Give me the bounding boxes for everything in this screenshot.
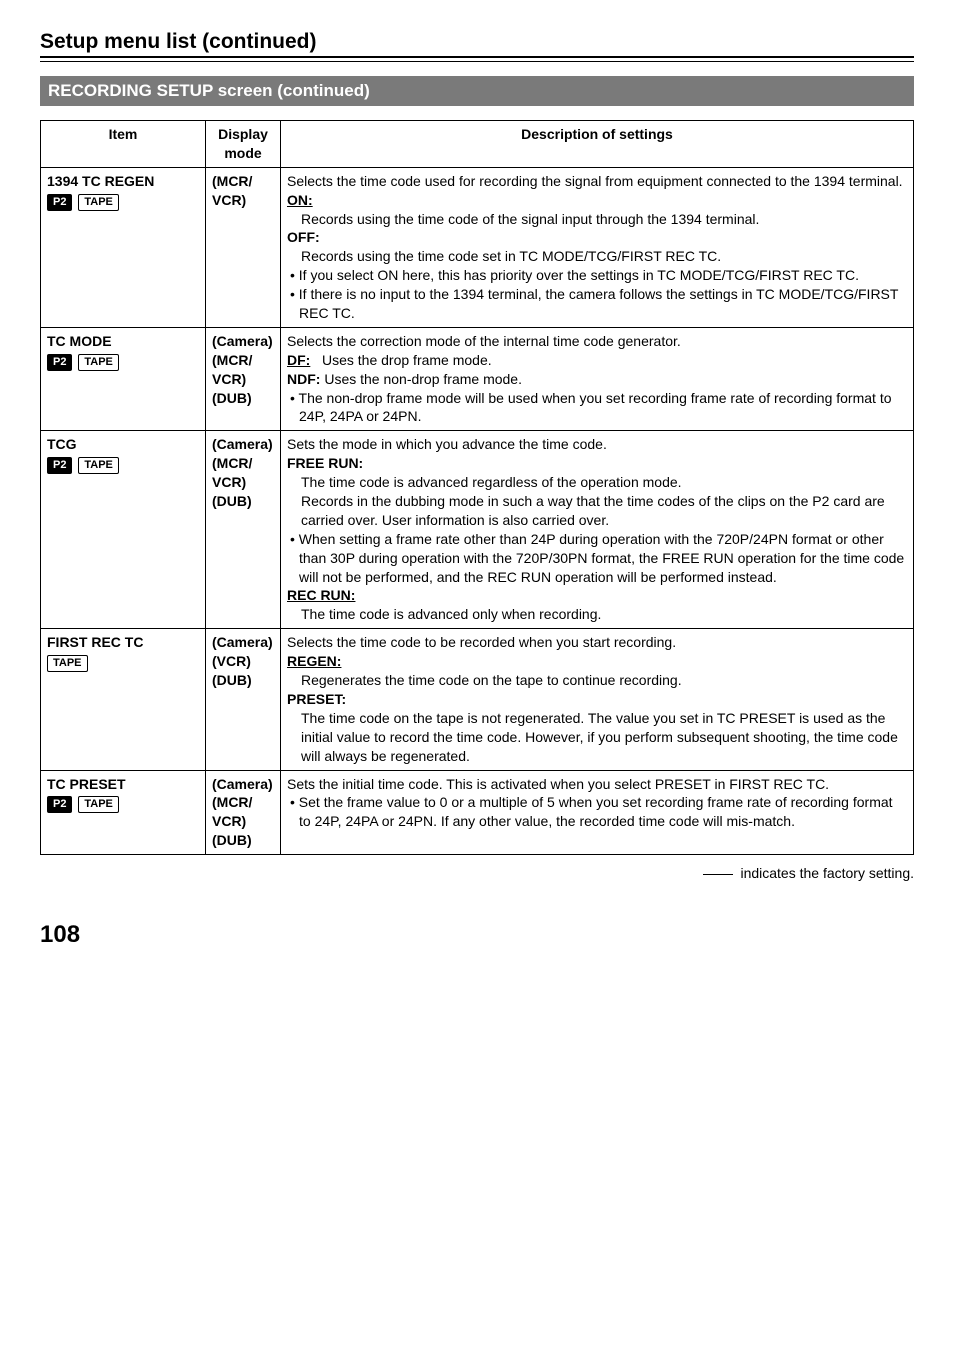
mode-line: (MCR/ [212, 173, 252, 189]
desc-intro: Selects the time code used for recording… [287, 173, 903, 189]
title-rule [40, 56, 914, 62]
bullet: • Set the frame value to 0 or a multiple… [287, 793, 907, 831]
mode-line: VCR) [212, 813, 246, 829]
table-row: TCG P2 TAPE (Camera) (MCR/ VCR) (DUB) Se… [41, 431, 914, 629]
item-name: TC MODE [47, 333, 112, 349]
badge-p2: P2 [47, 194, 72, 211]
off-label: OFF: [287, 229, 320, 245]
desc-cell: Selects the time code used for recording… [281, 167, 914, 327]
mode-line: VCR) [212, 192, 246, 208]
preset-text: The time code on the tape is not regener… [287, 709, 907, 766]
df-label: DF: [287, 352, 310, 368]
ndf-text: Uses the non-drop frame mode. [320, 371, 522, 387]
on-label: ON: [287, 192, 313, 208]
mode-cell: (Camera) (MCR/ VCR) (DUB) [206, 431, 281, 629]
table-header-row: Item Display mode Description of setting… [41, 121, 914, 168]
mode-line: (VCR) [212, 653, 251, 669]
mode-cell: (Camera) (VCR) (DUB) [206, 629, 281, 770]
settings-table: Item Display mode Description of setting… [40, 120, 914, 855]
header-item: Item [41, 121, 206, 168]
desc-cell: Selects the correction mode of the inter… [281, 327, 914, 430]
table-row: TC PRESET P2 TAPE (Camera) (MCR/ VCR) (D… [41, 770, 914, 855]
item-name: TCG [47, 436, 77, 452]
mode-cell: (Camera) (MCR/ VCR) (DUB) [206, 770, 281, 855]
mode-line: (Camera) [212, 776, 273, 792]
table-row: 1394 TC REGEN P2 TAPE (MCR/ VCR) Selects… [41, 167, 914, 327]
bullet: • When setting a frame rate other than 2… [287, 530, 907, 587]
mode-line: (MCR/ [212, 352, 252, 368]
item-cell: FIRST REC TC TAPE [41, 629, 206, 770]
item-cell: 1394 TC REGEN P2 TAPE [41, 167, 206, 327]
table-row: TC MODE P2 TAPE (Camera) (MCR/ VCR) (DUB… [41, 327, 914, 430]
mode-line: (Camera) [212, 333, 273, 349]
desc-intro: Sets the initial time code. This is acti… [287, 776, 829, 792]
mode-cell: (MCR/ VCR) [206, 167, 281, 327]
badge-p2: P2 [47, 457, 72, 474]
legend-underline-icon [703, 874, 733, 875]
item-cell: TC MODE P2 TAPE [41, 327, 206, 430]
mode-line: (DUB) [212, 390, 252, 406]
desc-cell: Sets the mode in which you advance the t… [281, 431, 914, 629]
item-cell: TCG P2 TAPE [41, 431, 206, 629]
badge-tape: TAPE [78, 457, 119, 474]
mode-line: (DUB) [212, 832, 252, 848]
off-text: Records using the time code set in TC MO… [287, 247, 907, 266]
table-row: FIRST REC TC TAPE (Camera) (VCR) (DUB) S… [41, 629, 914, 770]
mode-cell: (Camera) (MCR/ VCR) (DUB) [206, 327, 281, 430]
mode-line: VCR) [212, 371, 246, 387]
free-run-label: FREE RUN: [287, 455, 363, 471]
badge-p2: P2 [47, 354, 72, 371]
badge-p2: P2 [47, 796, 72, 813]
legend: indicates the factory setting. [40, 865, 914, 881]
rec-run-text: The time code is advanced only when reco… [287, 605, 907, 624]
desc-intro: Sets the mode in which you advance the t… [287, 436, 607, 452]
desc-intro: Selects the time code to be recorded whe… [287, 634, 676, 650]
free-run-text: Records in the dubbing mode in such a wa… [287, 492, 907, 530]
bullet: • The non-drop frame mode will be used w… [287, 389, 907, 427]
badge-tape: TAPE [78, 796, 119, 813]
badge-tape: TAPE [78, 194, 119, 211]
badge-tape: TAPE [78, 354, 119, 371]
mode-line: (DUB) [212, 672, 252, 688]
df-text: Uses the drop frame mode. [322, 352, 492, 368]
section-title: Setup menu list (continued) [40, 30, 914, 54]
desc-cell: Sets the initial time code. This is acti… [281, 770, 914, 855]
bullet: • If you select ON here, this has priori… [287, 266, 907, 285]
preset-label: PRESET: [287, 691, 346, 707]
header-desc: Description of settings [281, 121, 914, 168]
item-name: TC PRESET [47, 776, 126, 792]
badge-tape: TAPE [47, 655, 88, 672]
header-mode: Display mode [206, 121, 281, 168]
screen-bar: RECORDING SETUP screen (continued) [40, 76, 914, 106]
ndf-label: NDF: [287, 371, 320, 387]
desc-cell: Selects the time code to be recorded whe… [281, 629, 914, 770]
legend-text: indicates the factory setting. [737, 865, 914, 881]
mode-line: (DUB) [212, 493, 252, 509]
page-number: 108 [40, 921, 914, 949]
mode-line: (Camera) [212, 634, 273, 650]
mode-line: (MCR/ [212, 455, 252, 471]
regen-text: Regenerates the time code on the tape to… [287, 671, 907, 690]
bullet: • If there is no input to the 1394 termi… [287, 285, 907, 323]
free-run-text: The time code is advanced regardless of … [287, 473, 907, 492]
rec-run-label: REC RUN: [287, 587, 355, 603]
mode-line: (Camera) [212, 436, 273, 452]
regen-label: REGEN: [287, 653, 341, 669]
mode-line: (MCR/ [212, 794, 252, 810]
item-cell: TC PRESET P2 TAPE [41, 770, 206, 855]
mode-line: VCR) [212, 474, 246, 490]
item-name: 1394 TC REGEN [47, 173, 154, 189]
on-text: Records using the time code of the signa… [287, 210, 907, 229]
desc-intro: Selects the correction mode of the inter… [287, 333, 681, 349]
item-name: FIRST REC TC [47, 634, 143, 650]
